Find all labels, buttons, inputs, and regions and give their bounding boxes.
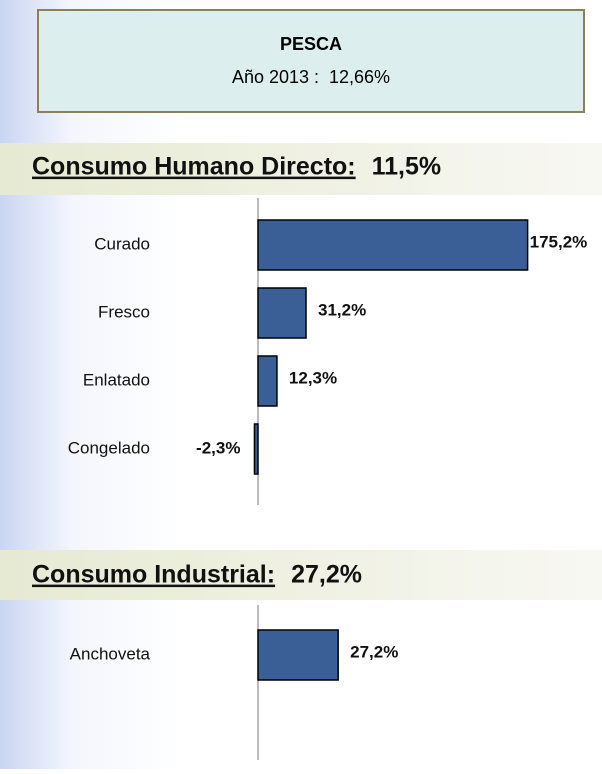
bar [257, 629, 339, 681]
category-label: Curado [94, 234, 150, 253]
value-label: 27,2% [350, 642, 398, 661]
section-total: 11,5% [372, 153, 442, 181]
bar [257, 355, 278, 407]
category-label: Congelado [68, 438, 150, 457]
section-band [0, 143, 602, 195]
section-total: 27,2% [291, 561, 362, 589]
value-label: -2,3% [196, 438, 240, 457]
header-title: PESCA [280, 34, 342, 54]
header-subtitle: Año 2013 : 12,66% [232, 67, 390, 87]
bar [257, 219, 529, 271]
category-label: Anchoveta [70, 644, 151, 663]
section-band [0, 550, 602, 600]
value-label: 175,2% [530, 232, 588, 251]
category-label: Fresco [98, 302, 150, 321]
category-label: Enlatado [83, 370, 150, 389]
section-title: Consumo Industrial: [32, 561, 275, 589]
bar [253, 423, 259, 475]
section-title: Consumo Humano Directo: [32, 153, 356, 181]
header-box [37, 9, 585, 113]
value-label: 12,3% [289, 368, 337, 387]
value-label: 31,2% [318, 300, 366, 319]
bar [257, 287, 307, 339]
